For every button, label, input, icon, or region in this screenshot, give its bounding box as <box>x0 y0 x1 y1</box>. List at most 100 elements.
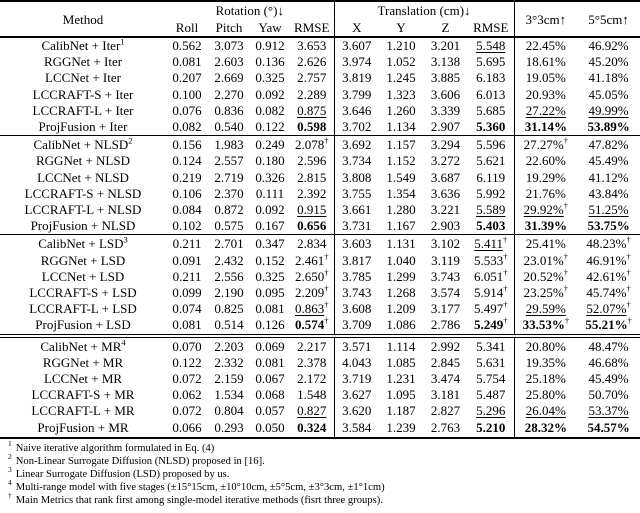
dagger-marker: † <box>503 251 508 262</box>
value-cell: 3.584 <box>334 419 380 439</box>
table-row: LCCNet + Iter 0.207 2.669 0.325 2.757 3.819 1.… <box>0 70 640 87</box>
value-cell: 2.190 <box>214 285 244 301</box>
value-cell: 0.574† <box>290 316 335 336</box>
value-cell: 33.53%† <box>522 316 570 333</box>
value-cell: 2.845 <box>430 354 461 370</box>
value-cell: 3.181 <box>430 387 461 403</box>
value-cell: 0.598 <box>290 119 335 136</box>
method-cell: CalibNet + NLSD2 <box>0 135 166 154</box>
value-cell: 2.370 <box>214 185 244 201</box>
dagger-marker: † <box>324 316 329 327</box>
header-rotation-group: Rotation (°)↓ <box>166 1 335 19</box>
value-cell: 2.626 <box>290 54 335 71</box>
value-cell: 2.815 <box>290 169 335 186</box>
value-cell: 2.992 <box>423 333 469 355</box>
value-cell: 2.078† <box>290 135 335 154</box>
method-cell: LCCRAFT-S + Iter <box>32 86 134 102</box>
footnote: † Main Metrics that rank first among sing… <box>8 490 383 506</box>
value-cell: 6.013 <box>468 86 515 103</box>
method-cell: RGGNet + LSD <box>40 252 126 268</box>
value-cell: 6.183 <box>468 70 515 87</box>
table-row: LCCRAFT-S + LSD 0.099 2.190 0.095 2.209† 3.74… <box>0 283 640 302</box>
value-cell: 3.653 <box>290 37 335 55</box>
value-cell: 2.701 <box>208 234 250 253</box>
value-cell: 0.211 <box>172 268 202 284</box>
value-cell: 48.23%† <box>577 234 640 253</box>
value-cell: 41.18% <box>588 70 629 86</box>
value-cell: 23.25%† <box>523 283 568 301</box>
value-cell: 23.01%† <box>523 251 568 268</box>
value-cell: 53.37% <box>588 403 629 419</box>
table-row: CalibNet + Iter1 0.562 3.073 0.912 3.653 3.60… <box>0 37 640 55</box>
value-cell: 5.914† <box>468 284 515 302</box>
value-cell: 0.124 <box>172 153 202 169</box>
value-cell: 2.669 <box>214 70 244 86</box>
value-cell: 2.903 <box>430 218 461 234</box>
value-cell: 3.571 <box>334 333 380 355</box>
value-cell: 0.081 <box>255 354 285 370</box>
value-cell: 1.534 <box>214 387 244 403</box>
value-cell: 3.692 <box>334 135 380 154</box>
value-cell: 3.817 <box>342 252 372 268</box>
value-cell: 2.209† <box>290 284 335 302</box>
value-cell: 18.61% <box>525 54 566 70</box>
value-cell: 2.461† <box>290 251 335 269</box>
value-cell: 3.636 <box>430 185 461 201</box>
value-cell: 0.068 <box>255 387 285 403</box>
value-cell: 1.157 <box>379 135 424 154</box>
value-cell: 0.324 <box>290 419 335 439</box>
dagger-marker: † <box>324 251 329 262</box>
value-cell: 5.589 <box>468 202 515 219</box>
value-cell: 1.167 <box>386 218 416 234</box>
value-cell: 2.217 <box>290 333 335 355</box>
value-cell: 1.549 <box>386 169 416 185</box>
value-cell: 0.106 <box>172 185 202 201</box>
value-cell: 27.22% <box>525 102 566 118</box>
header-rot-rmse: RMSE <box>290 19 335 38</box>
table-row: RGGNet + Iter 0.081 2.603 0.136 2.626 3.974 1.… <box>0 54 640 71</box>
value-cell: 0.050 <box>250 419 290 439</box>
value-cell: 5.210 <box>468 419 515 439</box>
value-cell: 0.100 <box>172 86 202 102</box>
value-cell: 19.05% <box>525 70 566 86</box>
dagger-marker: † <box>626 299 631 310</box>
value-cell: 1.299 <box>386 268 416 284</box>
value-cell: 5.992 <box>468 185 515 203</box>
value-cell: 45.05% <box>588 86 629 102</box>
value-cell: 5.411† <box>468 234 515 253</box>
value-cell: 3.603 <box>334 234 380 253</box>
footnote: 3 Linear Surrogate Diffusion (LSD) propos… <box>8 465 230 480</box>
method-cell: LCCRAFT-L + LSD <box>29 301 137 317</box>
value-cell: 3.743 <box>342 285 372 301</box>
value-cell: 31.39% <box>524 218 567 234</box>
value-cell: 54.57% <box>577 419 640 439</box>
header-acc-3deg3cm: 3°3cm↑ <box>514 1 578 38</box>
value-cell: 0.347 <box>250 234 290 253</box>
table-row: ProjFusion + Iter 0.082 0.540 0.122 0.598 3.7… <box>0 119 640 136</box>
header-pitch: Pitch <box>208 19 250 38</box>
table-header: Method Rotation (°)↓ Translation (cm)↓ 3… <box>0 1 640 38</box>
value-cell: 2.719 <box>214 169 244 185</box>
table-row: LCCRAFT-S + NLSD 0.106 2.370 0.111 2.392 3.75… <box>0 185 640 203</box>
footnote-marker: 2 <box>8 452 12 462</box>
value-cell: 22.60% <box>525 153 566 169</box>
value-cell: 45.74%† <box>586 283 631 301</box>
value-cell: 5.249† <box>468 317 515 336</box>
footnote-marker: 4 <box>8 478 12 488</box>
method-cell: CalibNet + MR4 <box>0 333 166 355</box>
value-cell: 3.819 <box>342 70 372 86</box>
value-cell: 47.82% <box>577 135 640 154</box>
value-cell: 0.081 <box>172 54 202 70</box>
value-cell: 0.514 <box>214 317 244 333</box>
method-cell: RGGNet + Iter <box>43 54 123 70</box>
value-cell: 3.702 <box>342 119 372 135</box>
dagger-marker: † <box>563 135 568 146</box>
value-cell: 3.102 <box>423 234 469 253</box>
dagger-marker: † <box>324 267 329 278</box>
footnote-marker: † <box>8 490 12 500</box>
value-cell: 1.245 <box>386 70 416 86</box>
method-cell: RGGNet + MR <box>42 354 124 370</box>
value-cell: 46.92% <box>588 38 629 53</box>
value-cell: 51.25% <box>588 202 629 218</box>
method-cell: LCCNet + LSD <box>41 268 125 284</box>
